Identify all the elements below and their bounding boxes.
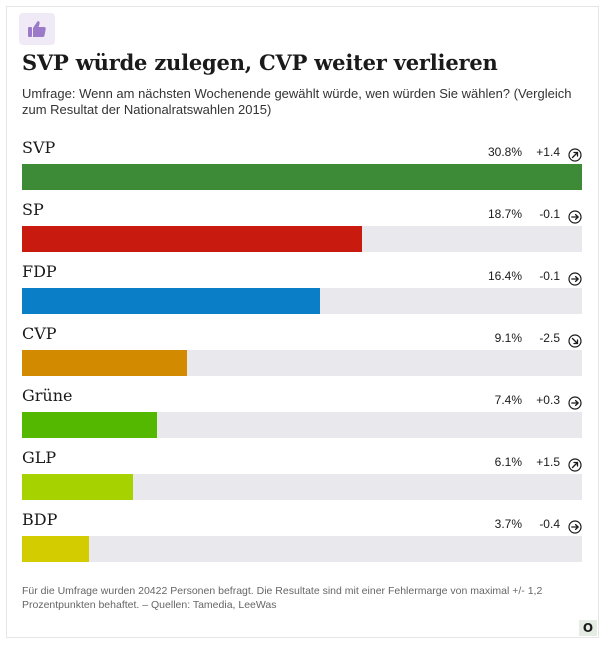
party-label-fdp: FDP bbox=[22, 262, 57, 281]
change-label-cvp: -2.5 bbox=[539, 331, 560, 345]
change-label-fdp: -0.1 bbox=[539, 269, 560, 283]
chart-subtitle: Umfrage: Wenn am nächsten Wochenende gew… bbox=[22, 86, 572, 117]
chart-card bbox=[6, 6, 599, 638]
publisher-logo: O bbox=[579, 620, 597, 636]
change-label-sp: -0.1 bbox=[539, 207, 560, 221]
value-label-glp: 6.1% bbox=[494, 455, 522, 469]
value-label-svp: 30.8% bbox=[487, 145, 522, 159]
change-label-glp: +1.5 bbox=[536, 455, 560, 469]
arrow-up-right-icon bbox=[568, 458, 582, 472]
footer-note: Für die Umfrage wurden 20422 Personen be… bbox=[22, 585, 543, 611]
thumbs-up-icon bbox=[28, 21, 46, 37]
arrow-right-icon bbox=[568, 210, 582, 224]
party-label-bdp: BDP bbox=[22, 510, 58, 529]
arrow-right-icon bbox=[568, 396, 582, 410]
party-label-sp: SP bbox=[22, 200, 44, 219]
arrow-right-icon bbox=[568, 272, 582, 286]
change-label-svp: +1.4 bbox=[536, 145, 560, 159]
arrow-up-right-icon bbox=[568, 148, 582, 162]
bar-svp bbox=[22, 164, 582, 190]
value-label-fdp: 16.4% bbox=[487, 269, 522, 283]
party-label-cvp: CVP bbox=[22, 324, 57, 343]
bar-track-cvp bbox=[22, 350, 582, 376]
bar-cvp bbox=[22, 350, 188, 376]
bar-gruene bbox=[22, 412, 157, 438]
party-label-svp: SVP bbox=[22, 138, 56, 157]
thumbs-up-badge bbox=[19, 13, 55, 45]
bar-track-bdp bbox=[22, 536, 582, 562]
party-label-gruene: Grüne bbox=[22, 386, 73, 405]
arrow-right-icon bbox=[568, 520, 582, 534]
change-label-bdp: -0.4 bbox=[539, 517, 560, 531]
arrow-down-right-icon bbox=[568, 334, 582, 348]
party-label-glp: GLP bbox=[22, 448, 57, 467]
bar-track-gruene bbox=[22, 412, 582, 438]
bar-track-fdp bbox=[22, 288, 582, 314]
bar-bdp bbox=[22, 536, 90, 562]
value-label-sp: 18.7% bbox=[487, 207, 522, 221]
chart-title: SVP würde zulegen, CVP weiter verlieren bbox=[22, 50, 498, 75]
bar-glp bbox=[22, 474, 133, 500]
value-label-gruene: 7.4% bbox=[494, 393, 522, 407]
change-label-gruene: +0.3 bbox=[536, 393, 560, 407]
value-label-bdp: 3.7% bbox=[494, 517, 522, 531]
bar-fdp bbox=[22, 288, 321, 314]
value-label-cvp: 9.1% bbox=[494, 331, 522, 345]
bar-track-glp bbox=[22, 474, 582, 500]
bar-sp bbox=[22, 226, 362, 252]
bar-track-svp bbox=[22, 164, 582, 190]
bar-track-sp bbox=[22, 226, 582, 252]
